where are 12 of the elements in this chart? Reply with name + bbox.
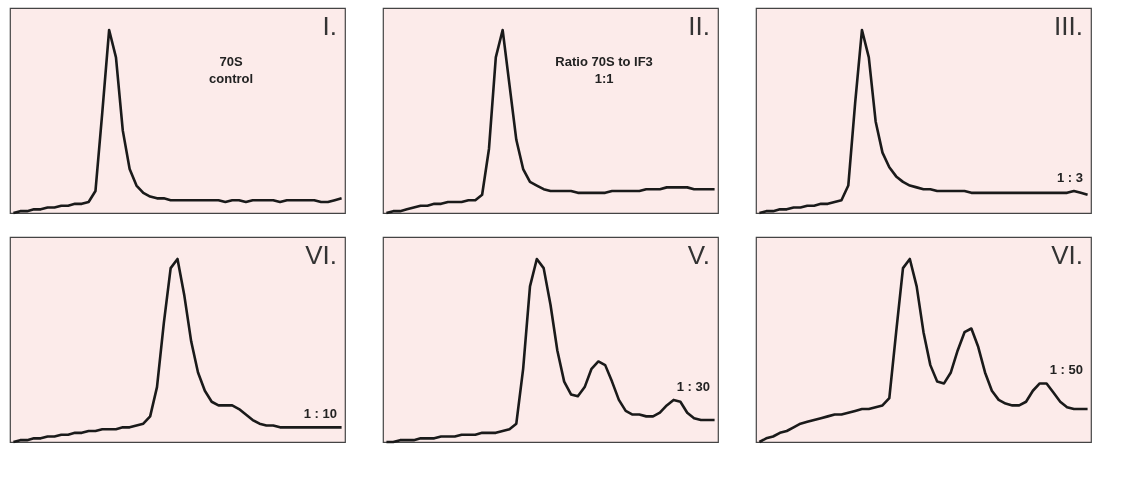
annotation: 1 : 50	[1049, 362, 1083, 378]
annotation: 1 : 10	[303, 406, 337, 422]
annotation: 1 : 30	[676, 378, 710, 394]
annotation: Ratio 70S to IF3 1:1	[555, 54, 653, 86]
chart-title: II.	[688, 11, 710, 41]
annotation: 70S control	[209, 54, 254, 86]
annotation: 1 : 3	[1056, 170, 1083, 186]
chart-title: V.	[687, 240, 710, 270]
chart-title: VI.	[305, 240, 337, 270]
chart-title: VI.	[1051, 240, 1083, 270]
chart-title: III.	[1054, 11, 1083, 41]
chart-title: I.	[322, 11, 337, 41]
